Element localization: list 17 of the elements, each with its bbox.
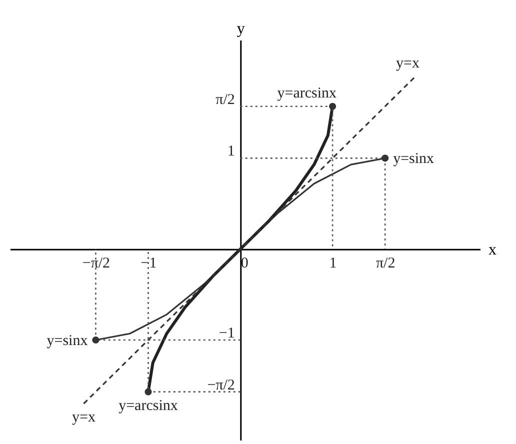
x-tick-label: π/2 bbox=[376, 256, 396, 272]
x-axis-title: x bbox=[488, 242, 496, 259]
annotation: y=sinx bbox=[46, 333, 88, 349]
annotation: y=sinx bbox=[393, 151, 435, 168]
x-tick-label: −π/2 bbox=[82, 256, 110, 272]
annotation: y=arcsinx bbox=[277, 85, 338, 102]
y-tick-label: −π/2 bbox=[207, 377, 235, 394]
y-tick-label: −1 bbox=[218, 326, 235, 342]
y-tick-label: π/2 bbox=[216, 92, 235, 108]
annotation: y=arcsinx bbox=[118, 398, 178, 414]
y-axis-title: y bbox=[236, 20, 245, 38]
x-tick-label: 1 bbox=[329, 256, 337, 272]
annotation: y=x bbox=[72, 410, 96, 426]
x-tick-label: −1 bbox=[140, 256, 157, 272]
annotation: y=x bbox=[396, 55, 420, 72]
y-tick-label: 1 bbox=[227, 144, 235, 160]
x-tick-label: 0 bbox=[240, 256, 248, 272]
